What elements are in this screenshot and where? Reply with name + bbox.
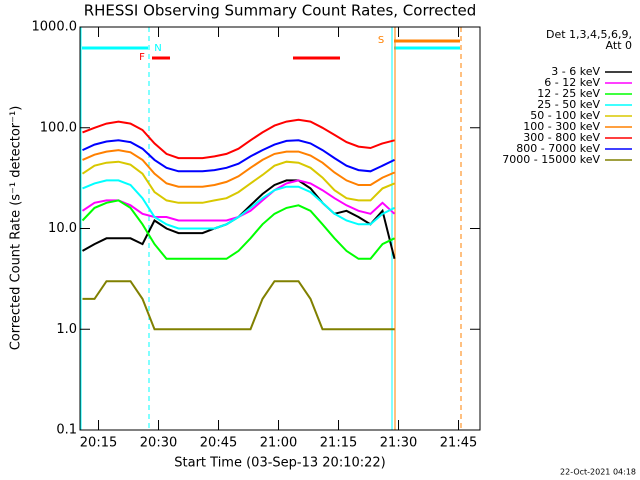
series-line	[81, 199, 395, 260]
series-line	[81, 160, 395, 204]
y-axis-label: Corrected Count Rate (s⁻¹ detector⁻¹)	[9, 106, 24, 351]
series-line	[82, 179, 395, 230]
legend-label: 6 - 12 keV	[544, 76, 600, 89]
footer: 22-Oct-2021 04:18	[560, 468, 636, 477]
x-tick-label: 21:45	[440, 436, 477, 451]
series-line	[82, 139, 395, 173]
legend-label: 800 - 7000 keV	[516, 142, 600, 155]
chart-title: RHESSI Observing Summary Count Rates, Co…	[84, 2, 477, 20]
legend-label: 7000 - 15000 keV	[502, 153, 600, 166]
x-tick-label: 21:15	[320, 436, 357, 451]
flags: N F S	[80, 27, 462, 430]
x-tick-label: 20:45	[200, 436, 237, 451]
flag-label: F	[139, 52, 145, 63]
series-line	[82, 149, 395, 188]
y-tick-label: 10.0	[48, 221, 77, 236]
legend-label: 12 - 25 keV	[537, 87, 600, 100]
legend-label: 25 - 50 keV	[537, 98, 600, 111]
series-line	[82, 280, 395, 331]
x-tick-label: 21:00	[260, 436, 297, 451]
legend-label: 100 - 300 keV	[523, 120, 600, 133]
x-tick-label: 21:30	[380, 436, 417, 451]
legend-label: 50 - 100 keV	[530, 109, 600, 122]
legend-title: Att 0	[606, 39, 632, 52]
legend-title: Det 1,3,4,5,6,9,	[546, 28, 632, 41]
flag-label: S	[378, 35, 384, 46]
y-tick-label: 1.0	[56, 322, 77, 337]
legend-label: 300 - 800 keV	[523, 131, 600, 144]
legend-label: 3 - 6 keV	[551, 65, 600, 78]
x-axis-label: Start Time (03-Sep-13 20:10:22)	[174, 456, 385, 471]
y-tick-label: 1000.0	[32, 20, 78, 35]
x-tick-label: 20:30	[140, 436, 177, 451]
x-tick-label: 20:15	[80, 436, 117, 451]
series-line	[82, 118, 395, 160]
flag-label: N	[154, 43, 161, 54]
y-tick-label: 100.0	[40, 120, 77, 135]
y-tick-label: 0.1	[56, 423, 77, 438]
